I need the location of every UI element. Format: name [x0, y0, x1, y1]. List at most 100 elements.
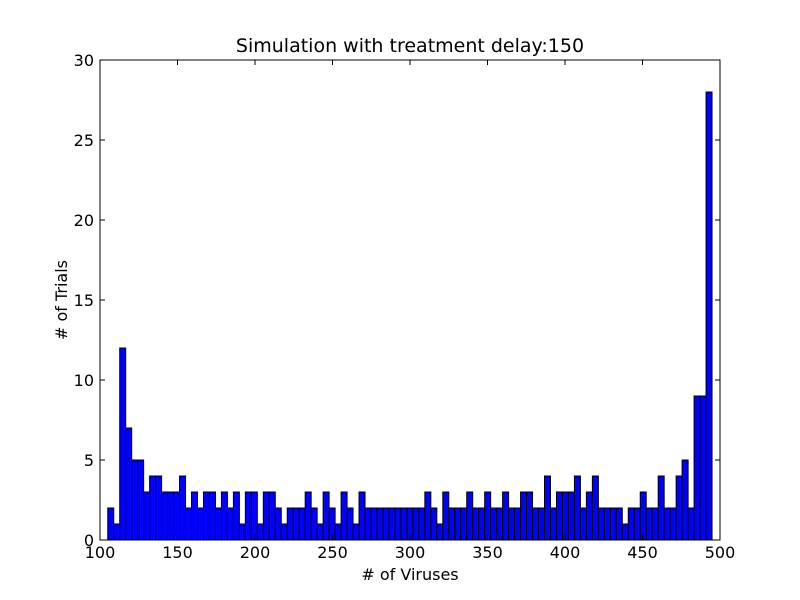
histogram-bar	[149, 475, 157, 541]
histogram-bar	[310, 507, 318, 541]
histogram-bar	[280, 523, 288, 541]
histogram-bar	[430, 507, 438, 541]
histogram-bar	[113, 523, 121, 541]
histogram-bar	[346, 507, 354, 541]
histogram-bar	[316, 523, 324, 541]
histogram-bar	[370, 507, 378, 541]
histogram-bar	[137, 459, 145, 541]
histogram-bar	[107, 507, 115, 541]
y-tick-label: 5	[84, 451, 94, 470]
x-tick-label: 500	[705, 543, 736, 562]
histogram-bar	[334, 523, 342, 541]
histogram-bar	[663, 507, 671, 541]
histogram-bar	[340, 491, 348, 541]
x-tick-label: 350	[472, 543, 503, 562]
histogram-bar	[466, 491, 474, 541]
histogram-bar	[268, 491, 276, 541]
histogram-bar	[376, 507, 384, 541]
histogram-bar	[567, 491, 575, 541]
histogram-bar	[352, 523, 360, 541]
histogram-bar	[161, 491, 169, 541]
histogram-bar	[615, 507, 623, 541]
histogram-bar	[155, 475, 163, 541]
histogram-bar	[705, 91, 713, 541]
histogram-bar	[681, 459, 689, 541]
y-axis-title: # of Trials	[52, 260, 71, 340]
x-tick-label: 450	[627, 543, 658, 562]
histogram-bar	[412, 507, 420, 541]
histogram-bar	[591, 475, 599, 541]
x-tick-label: 250	[317, 543, 348, 562]
histogram-bar	[220, 491, 228, 541]
histogram-bar	[687, 507, 695, 541]
histogram-bar	[675, 475, 683, 541]
histogram-bar	[364, 507, 372, 541]
histogram-bar	[561, 491, 569, 541]
histogram-bar	[526, 491, 534, 541]
plot-area-frame	[99, 59, 721, 541]
histogram-bar	[418, 507, 426, 541]
histogram-bar	[394, 507, 402, 541]
histogram-bar	[585, 491, 593, 541]
y-tick-label: 20	[74, 211, 94, 230]
histogram-bar	[167, 491, 175, 541]
histogram-bar	[244, 491, 252, 541]
histogram-bar	[298, 507, 306, 541]
histogram-bar	[633, 507, 641, 541]
histogram-bar	[196, 507, 204, 541]
y-tick-label: 25	[74, 131, 94, 150]
histogram-bar	[232, 491, 240, 541]
histogram-bar	[579, 507, 587, 541]
histogram-bar	[472, 507, 480, 541]
histogram-bar	[286, 507, 294, 541]
histogram-bar	[125, 427, 133, 541]
histogram-bar	[549, 507, 557, 541]
histogram-bar	[202, 491, 210, 541]
histogram-bar	[508, 507, 516, 541]
histogram-bar	[274, 507, 282, 541]
y-tick-label: 15	[74, 291, 94, 310]
histogram-bar	[573, 475, 581, 541]
histogram-bar	[226, 507, 234, 541]
histogram-bar	[621, 523, 629, 541]
histogram-bar	[609, 507, 617, 541]
chart-title: Simulation with treatment delay:150	[236, 35, 584, 57]
histogram-bar	[214, 507, 222, 541]
histogram-bar	[651, 507, 659, 541]
histogram-bar	[143, 491, 151, 541]
histogram-bar	[208, 491, 216, 541]
histogram-bar	[250, 491, 258, 541]
y-tick-label: 10	[74, 371, 94, 390]
histogram-bar	[358, 491, 366, 541]
histogram-bar	[448, 507, 456, 541]
histogram-bar	[693, 395, 701, 541]
y-tick-label: 30	[74, 51, 94, 70]
histogram-bar	[460, 507, 468, 541]
histogram-bar	[490, 507, 498, 541]
histogram-bar	[262, 491, 270, 541]
histogram-bar	[639, 491, 647, 541]
histogram-bar	[669, 507, 677, 541]
histogram-bar	[191, 491, 198, 541]
histogram-bar	[597, 507, 605, 541]
histogram-bar	[292, 507, 300, 541]
histogram-bar	[304, 491, 312, 541]
histogram-bar	[532, 507, 540, 541]
histogram-bar	[185, 507, 193, 541]
tick-group: 100 150 200 250 300 350 400 450 500 0 5 10 15 20 25 30	[74, 51, 736, 562]
y-tick-label: 0	[84, 531, 94, 550]
histogram-bar	[256, 523, 264, 541]
histogram-bar	[119, 347, 127, 541]
histogram-bar	[627, 507, 635, 541]
histogram-bar	[179, 475, 187, 541]
histogram-bar	[424, 491, 432, 541]
histogram-bar	[322, 491, 330, 541]
histogram-bar	[238, 523, 246, 541]
histogram-bar	[538, 507, 546, 541]
x-tick-label: 400	[550, 543, 581, 562]
histogram-bar	[382, 507, 390, 541]
histogram-bar	[131, 459, 139, 541]
x-axis-title: # of Viruses	[361, 565, 458, 584]
histogram-bar	[478, 507, 486, 541]
